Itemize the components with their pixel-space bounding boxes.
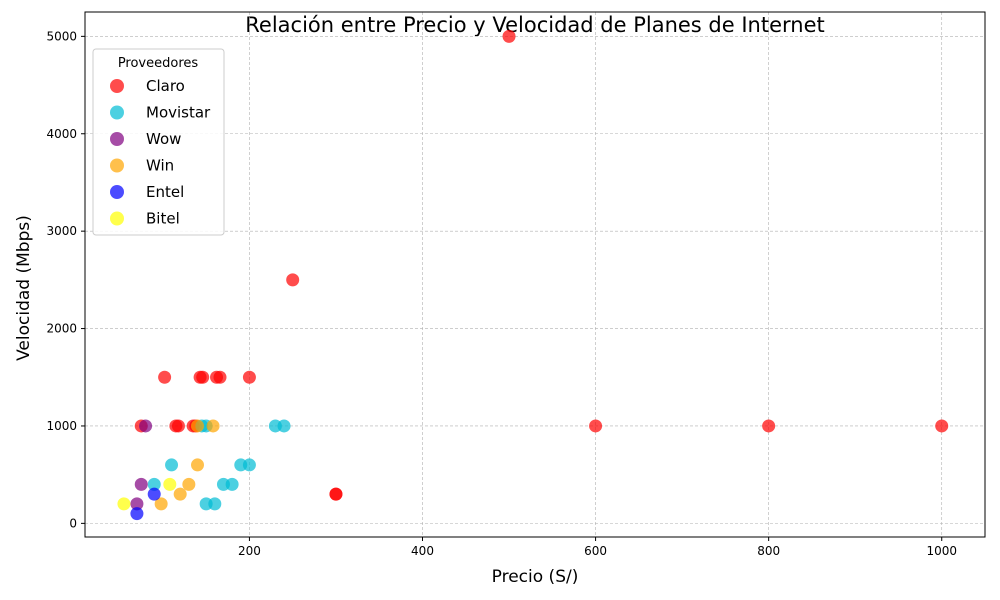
point-claro — [286, 273, 300, 287]
point-claro — [589, 419, 603, 433]
y-axis-title: Velocidad (Mbps) — [14, 215, 34, 361]
legend-marker-bitel — [110, 211, 124, 226]
point-win — [206, 419, 220, 433]
point-win — [191, 458, 204, 472]
legend: Proveedores Claro Movistar Wow Win Entel Bite… — [92, 48, 225, 236]
point-win — [182, 477, 196, 491]
point-movistar — [277, 419, 291, 433]
y-tick-label: 2000 — [46, 322, 77, 336]
legend-label-wow: Wow — [146, 130, 181, 148]
y-tick-label: 1000 — [46, 419, 77, 433]
legend-box — [92, 48, 225, 236]
x-tick-label: 800 — [757, 544, 780, 558]
point-claro — [196, 370, 210, 384]
x-tick-label: 200 — [238, 544, 261, 558]
data-points — [117, 29, 949, 521]
legend-marker-entel — [110, 185, 124, 199]
legend-label-movistar: Movistar — [146, 104, 211, 122]
point-claro — [329, 487, 343, 501]
legend-label-win: Win — [146, 157, 174, 175]
point-win — [191, 419, 204, 433]
point-claro — [213, 370, 227, 384]
chart-title: Relación entre Precio y Velocidad de Pla… — [245, 13, 824, 37]
legend-marker-wow — [110, 132, 124, 146]
y-tick-label: 3000 — [46, 224, 77, 238]
point-entel — [147, 487, 161, 501]
point-movistar — [225, 477, 239, 491]
x-tick-label: 600 — [584, 544, 607, 558]
point-claro — [762, 419, 776, 433]
point-claro — [935, 419, 949, 433]
point-bitel — [117, 497, 131, 511]
axis-ticks: 200 400 600 800 1000 0 1000 2000 3000 4000 5000 — [46, 29, 957, 558]
legend-label-entel: Entel — [146, 183, 184, 201]
x-tick-label: 1000 — [926, 544, 957, 558]
point-claro — [242, 370, 256, 384]
point-win — [154, 497, 168, 511]
x-tick-label: 400 — [411, 544, 434, 558]
point-entel — [130, 507, 144, 521]
legend-marker-win — [110, 158, 124, 173]
point-movistar — [242, 458, 256, 472]
y-tick-label: 4000 — [46, 127, 77, 141]
point-bitel — [163, 477, 177, 491]
point-movistar — [147, 477, 161, 491]
legend-marker-movistar — [110, 105, 124, 120]
grid — [85, 12, 985, 537]
y-tick-label: 0 — [69, 516, 77, 530]
x-axis-title: Precio (S/) — [492, 567, 579, 587]
point-win — [173, 487, 187, 501]
point-wow — [134, 477, 148, 491]
point-claro — [502, 29, 516, 43]
plot-frame — [84, 11, 986, 538]
legend-label-claro: Claro — [146, 77, 185, 95]
legend-label-bitel: Bitel — [146, 210, 180, 228]
point-claro — [158, 370, 172, 384]
point-wow — [130, 497, 144, 511]
point-claro — [171, 419, 185, 433]
y-tick-label: 5000 — [46, 29, 77, 43]
legend-title: Proveedores — [118, 56, 199, 71]
point-movistar — [165, 458, 179, 472]
point-movistar — [208, 497, 222, 511]
legend-marker-claro — [110, 79, 124, 93]
point-wow — [139, 419, 153, 433]
